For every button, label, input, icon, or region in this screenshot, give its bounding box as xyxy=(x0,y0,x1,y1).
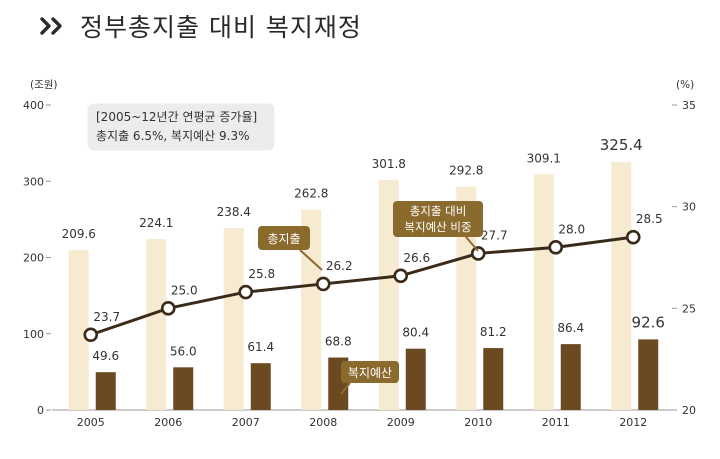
callout-total-label: 총지출 xyxy=(267,232,300,246)
welfare-value-label: 61.4 xyxy=(247,340,274,354)
callout-ratio: 총지출 대비 복지예산 비중 xyxy=(393,201,483,252)
y-left-tick-label: 400 xyxy=(23,99,44,112)
ratio-point xyxy=(625,229,641,245)
chart-bars xyxy=(68,161,659,410)
ratio-value-label: 26.6 xyxy=(403,251,430,265)
welfare-value-label: 81.2 xyxy=(480,325,507,339)
total-value-label: 262.8 xyxy=(294,187,328,201)
total-value-label: 209.6 xyxy=(62,227,96,241)
x-tick-label: 2010 xyxy=(464,416,492,429)
x-tick-label: 2006 xyxy=(154,416,182,429)
welfare-value-label: 86.4 xyxy=(557,321,584,335)
y-left-tick-label: 0 xyxy=(37,404,44,417)
ratio-point xyxy=(393,268,409,284)
total-value-label: 224.1 xyxy=(139,216,173,230)
ratio-point xyxy=(238,284,254,300)
x-tick-label: 2005 xyxy=(77,416,105,429)
ratio-line xyxy=(90,235,634,337)
x-tick-label: 2009 xyxy=(387,416,415,429)
info-box-line1: [2005~12년간 연평균 증가율] xyxy=(96,110,257,124)
x-tick-label: 2012 xyxy=(619,416,647,429)
total-value-label: 325.4 xyxy=(600,136,643,154)
welfare-bar xyxy=(560,344,581,410)
callout-ratio-line2: 복지예산 비중 xyxy=(404,220,471,234)
callout-welfare-label: 복지예산 xyxy=(348,366,392,380)
ratio-point xyxy=(548,240,564,255)
welfare-value-label: 92.6 xyxy=(632,313,665,331)
total-value-label: 292.8 xyxy=(449,164,483,178)
chart-line xyxy=(83,229,641,343)
y-left-tick-label: 200 xyxy=(23,252,44,265)
page-title: 정부총지출 대비 복지재정 xyxy=(80,13,362,42)
y-right-unit: (%) xyxy=(676,79,694,91)
total-value-label: 301.8 xyxy=(372,157,406,171)
welfare-value-label: 49.6 xyxy=(92,349,119,363)
ratio-point xyxy=(470,246,486,261)
total-bar xyxy=(301,209,322,410)
welfare-bar xyxy=(638,339,659,410)
y-right-tick-label: 25 xyxy=(682,302,696,315)
ratio-value-label: 28.0 xyxy=(558,222,585,236)
welfare-value-label: 80.4 xyxy=(402,326,429,340)
info-box: [2005~12년간 연평균 증가율] 총지출 6.5%, 복지예산 9.3% xyxy=(87,103,275,151)
total-value-label: 309.1 xyxy=(527,151,561,165)
total-value-label: 238.4 xyxy=(217,205,251,219)
welfare-bar xyxy=(483,348,504,410)
total-bar xyxy=(378,179,399,410)
ratio-value-label: 28.5 xyxy=(636,212,663,226)
y-left-tick-label: 300 xyxy=(23,175,44,188)
callout-welfare: 복지예산 xyxy=(340,361,399,395)
ratio-value-label: 23.7 xyxy=(93,310,120,324)
chart-labels: 209.6 224.1 238.4 262.8 301.8 292.8 309.1 325.4… xyxy=(62,136,665,363)
ratio-value-label: 27.7 xyxy=(481,228,508,242)
x-tick-label: 2008 xyxy=(309,416,337,429)
y-right-tick-label: 35 xyxy=(682,99,696,112)
callout-total: 총지출 xyxy=(258,226,323,271)
welfare-bar xyxy=(250,363,271,410)
x-tick-label: 2007 xyxy=(232,416,260,429)
welfare-bar xyxy=(173,367,194,410)
ratio-value-label: 26.2 xyxy=(326,259,353,273)
ratio-point xyxy=(315,276,331,292)
total-bar xyxy=(611,161,632,410)
ratio-value-label: 25.8 xyxy=(248,267,275,281)
y-right-tick-label: 20 xyxy=(682,404,696,417)
y-left-tick-label: 100 xyxy=(23,328,44,341)
double-chevron-icon xyxy=(40,17,62,35)
info-box-line2: 총지출 6.5%, 복지예산 9.3% xyxy=(96,129,250,143)
welfare-value-label: 56.0 xyxy=(170,344,197,358)
ratio-value-label: 25.0 xyxy=(171,283,198,297)
total-bar xyxy=(68,250,89,410)
title-row: 정부총지출 대비 복지재정 xyxy=(40,6,362,46)
total-bar xyxy=(223,228,244,410)
y-left-unit: (조원) xyxy=(30,79,58,91)
ratio-point xyxy=(83,327,99,343)
total-bar xyxy=(146,239,167,410)
x-tick-label: 2011 xyxy=(542,416,570,429)
y-right-tick-label: 30 xyxy=(682,201,696,214)
welfare-bar xyxy=(405,348,426,410)
callout-ratio-line1: 총지출 대비 xyxy=(410,204,467,218)
total-bar xyxy=(533,174,554,410)
ratio-point xyxy=(160,301,176,316)
welfare-bar xyxy=(95,372,116,410)
welfare-value-label: 68.8 xyxy=(325,335,352,349)
